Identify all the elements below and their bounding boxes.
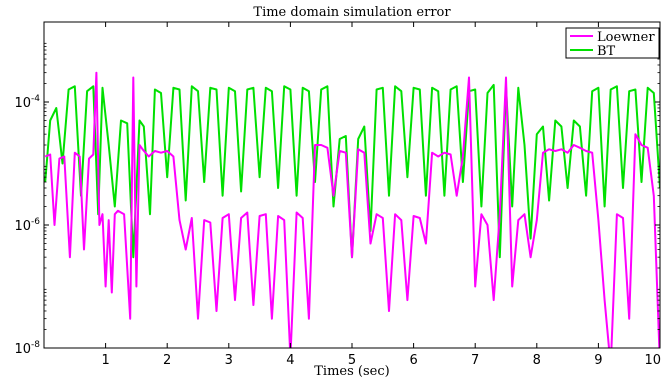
series-layer — [44, 71, 660, 348]
x-tick-label: 1 — [101, 353, 109, 368]
x-axis-label: Times (sec) — [314, 364, 389, 379]
y-tick-label: 10-4 — [14, 94, 40, 111]
legend-label-bt: BT — [597, 44, 616, 59]
y-tick-label: 10-6 — [14, 217, 40, 234]
chart-title: Time domain simulation error — [253, 5, 451, 20]
legend: Loewner BT — [565, 27, 660, 59]
y-tick-label: 10-8 — [14, 340, 40, 357]
x-tick-label: 2 — [163, 353, 171, 368]
legend-box — [565, 27, 660, 59]
x-tick-label: 6 — [409, 353, 417, 368]
series-line-loewner — [44, 71, 660, 348]
x-tick-label: 10 — [644, 353, 661, 368]
x-tick-label: 7 — [471, 353, 479, 368]
x-tick-label: 8 — [533, 353, 541, 368]
legend-label-loewner: Loewner — [597, 30, 655, 45]
x-tick-label: 9 — [594, 353, 602, 368]
x-tick-label: 4 — [286, 353, 294, 368]
x-tick-label: 5 — [348, 353, 356, 368]
ticks-layer: 1 2 3 4 5 6 7 8 9 10 10-8 10-6 10-4 — [14, 21, 661, 368]
x-tick-label: 3 — [225, 353, 233, 368]
